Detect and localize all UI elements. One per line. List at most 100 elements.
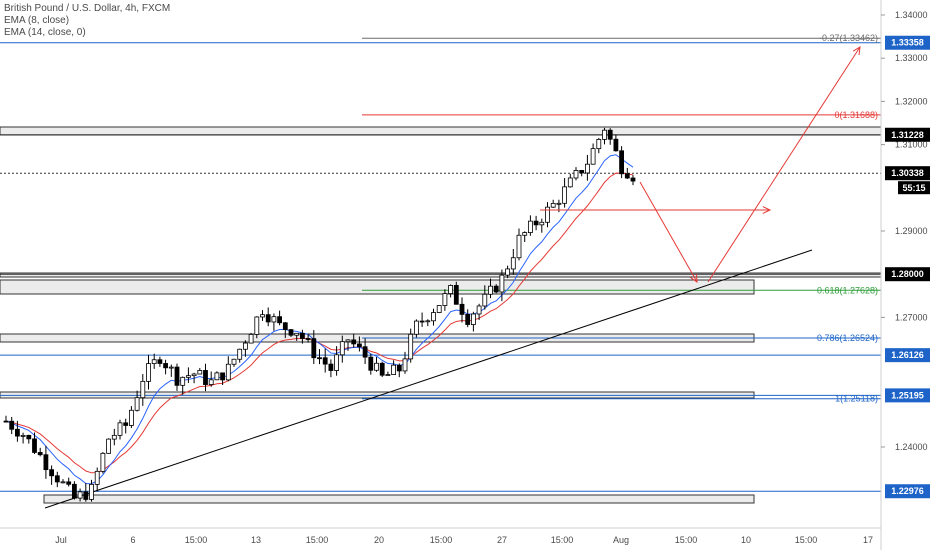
candle-body: [453, 285, 459, 305]
candle-body: [288, 329, 294, 336]
ema-fast-line: [5, 154, 634, 485]
candle-body: [106, 438, 111, 454]
candle-body: [322, 357, 328, 365]
price-tick-label: 1.31000: [895, 140, 928, 150]
candle-body: [476, 305, 482, 315]
zone-box: [0, 279, 755, 295]
time-axis[interactable]: Jul 6 15:00 13 15:00 20 15:00 27 15:00 Aug 15:00 10…: [55, 535, 873, 545]
price-tag-label: 1.22976: [891, 486, 924, 496]
candle-body: [579, 170, 585, 174]
candle-body: [567, 177, 573, 188]
candle-body: [49, 469, 54, 477]
horizontal-levels: [0, 42, 881, 492]
time-tick-label: Aug: [613, 535, 629, 545]
price-tick-label: 1.27000: [895, 312, 928, 322]
candle-body: [157, 359, 163, 364]
candle-body: [54, 475, 60, 483]
price-axis[interactable]: 1.34000 1.33000 1.32000 1.31000 1.29000 1.270…: [881, 10, 928, 452]
candle-body: [528, 220, 533, 233]
candle-body: [77, 491, 83, 499]
time-tick-label: 10: [741, 535, 751, 545]
candle-body: [374, 362, 379, 371]
candle-body: [128, 409, 134, 426]
candle-body: [185, 375, 191, 378]
candle-body: [396, 364, 402, 372]
candle-body: [459, 303, 465, 315]
fib-label: 0(1.31688): [834, 110, 878, 120]
candle-body: [362, 346, 368, 358]
trend-line: [44, 249, 813, 509]
candle-body: [225, 363, 231, 381]
candle-body: [20, 434, 26, 437]
price-tag-box: [885, 267, 930, 282]
fib-levels: [362, 37, 881, 400]
candle-body: [539, 221, 545, 226]
candle-body: [339, 341, 345, 356]
candle-body: [242, 342, 248, 350]
price-tag-label: 1.25195: [891, 390, 924, 400]
candle-body: [94, 470, 100, 485]
chart-legend: British Pound / U.S. Dollar, 4h, FXCM EM…: [4, 3, 170, 39]
candle-body: [282, 322, 288, 331]
fib-label: 1(1.25118): [835, 394, 878, 404]
price-tick-label: 1.33000: [895, 53, 928, 63]
candle-body: [265, 314, 271, 323]
candle-body: [522, 232, 528, 236]
candle-body: [214, 372, 220, 381]
candle-body: [111, 434, 117, 440]
candle-body: [334, 354, 340, 371]
candle-body: [32, 438, 37, 453]
candle-body: [448, 285, 454, 294]
price-tag-box: [885, 388, 930, 403]
candle-body: [134, 397, 140, 411]
candle-body: [305, 338, 311, 340]
candle-body: [630, 177, 636, 182]
price-tags: 1.33358 1.31228 1.30338 1.28000 1.26126 1.251…: [885, 35, 930, 499]
candle-body: [550, 203, 556, 208]
candle-body: [100, 452, 106, 472]
symbol-title[interactable]: British Pound / U.S. Dollar, 4h, FXCM: [4, 3, 171, 14]
candle-body: [163, 363, 169, 369]
ema-fast-legend[interactable]: EMA (8, close): [4, 15, 70, 26]
candle-body: [203, 370, 208, 385]
trend-line: [44, 249, 813, 509]
zone-box: [0, 272, 882, 278]
candle-body: [208, 379, 214, 385]
time-tick-label: 15:00: [551, 535, 574, 545]
candle-body: [402, 358, 408, 372]
candle-body: [413, 320, 419, 335]
candle-body: [379, 362, 385, 376]
candle-body: [516, 234, 522, 259]
fib-labels: -0.27(1.33462) 0(1.31688) 0.618(1.27628) 0.…: [817, 33, 878, 403]
candle-body: [493, 285, 499, 293]
candle-body: [174, 366, 180, 386]
countdown-box: [898, 181, 930, 195]
candle-body: [294, 332, 300, 336]
candle-body: [442, 293, 448, 306]
time-tick-label: 15:00: [185, 535, 208, 545]
candle-body: [385, 374, 391, 376]
ema-slow-line: [5, 172, 634, 474]
candle-body: [391, 364, 397, 375]
ema-slow-legend[interactable]: EMA (14, close, 0): [4, 27, 86, 38]
candle-body: [624, 173, 630, 179]
price-tag-label: 1.30338: [891, 168, 924, 178]
candle-body: [585, 163, 590, 174]
candle-body: [470, 313, 476, 325]
time-tick-label: Jul: [55, 535, 67, 545]
candle-body: [602, 129, 607, 140]
price-tag-box: [885, 166, 930, 181]
zone-box: [0, 126, 882, 136]
candle-body: [425, 320, 431, 323]
ema-lines: [5, 154, 634, 485]
fib-label: 0.618(1.27628): [817, 285, 878, 295]
candle-body: [89, 483, 94, 500]
time-tick-label: 6: [130, 535, 135, 545]
arrow-up-head: [852, 46, 861, 56]
arrow-down: [639, 181, 698, 283]
price-tick-label: 1.32000: [895, 96, 928, 106]
time-tick-label: 27: [497, 535, 507, 545]
candle-body: [562, 186, 567, 204]
candle-body: [596, 139, 602, 150]
